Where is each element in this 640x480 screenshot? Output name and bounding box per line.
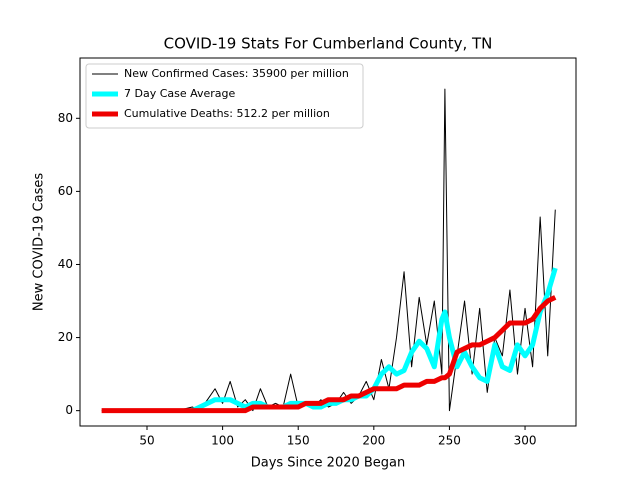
series-line	[101, 295, 557, 414]
y-tick-label: 40	[58, 257, 73, 271]
legend-label: New Confirmed Cases: 35900 per million	[124, 67, 349, 80]
x-tick-label: 150	[287, 434, 310, 448]
legend-label: Cumulative Deaths: 512.2 per million	[124, 107, 330, 120]
legend-box	[85, 63, 364, 129]
x-axis-label: Days Since 2020 Began	[251, 456, 406, 471]
plot-frame	[79, 57, 577, 427]
chart-title: COVID-19 Stats For Cumberland County, TN	[164, 35, 493, 53]
y-tick-label: 60	[58, 184, 73, 198]
y-tick-label: 0	[65, 403, 73, 417]
y-tick-label: 80	[58, 111, 73, 125]
series-line	[191, 267, 558, 413]
x-tick-label: 250	[438, 434, 461, 448]
y-tick-label: 20	[58, 330, 73, 344]
x-tick-label: 300	[514, 434, 537, 448]
x-tick-label: 100	[211, 434, 234, 448]
y-axis-label: New COVID-19 Cases	[32, 173, 47, 311]
x-tick-label: 50	[139, 434, 154, 448]
legend-label: 7 Day Case Average	[124, 87, 236, 100]
x-tick-label: 200	[362, 434, 385, 448]
